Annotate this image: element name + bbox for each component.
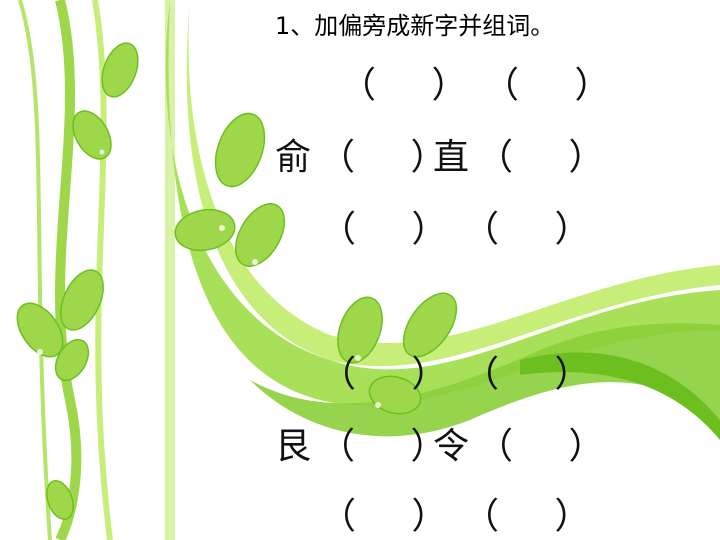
answer-blank[interactable]: （ ） [477,137,627,178]
base-char: 令 [433,426,470,467]
base-char: 直 [433,137,470,178]
answer-blank[interactable]: （ ） [340,65,490,106]
answer-blank[interactable]: （ ） [477,426,627,467]
base-char-row: 直（ ） [433,138,626,178]
base-char-row: 令（ ） [433,427,626,467]
answer-blank[interactable]: （ ） [463,209,613,250]
base-char-row: 艮（ ） [275,427,468,467]
answer-blank[interactable]: （ ） [463,354,613,395]
answer-blank[interactable]: （ ） [319,137,469,178]
answer-blank[interactable]: （ ） [320,354,470,395]
base-char: 俞 [275,137,312,178]
answer-blank[interactable]: （ ） [320,209,470,250]
exercise-title: 1、加偏旁成新字并组词。 [275,12,555,40]
answer-blank[interactable]: （ ） [320,496,470,537]
base-char: 艮 [275,426,312,467]
answer-blank[interactable]: （ ） [319,426,469,467]
base-char-row: 俞（ ） [275,138,468,178]
answer-blank[interactable]: （ ） [463,496,613,537]
answer-blank[interactable]: （ ） [483,65,633,106]
